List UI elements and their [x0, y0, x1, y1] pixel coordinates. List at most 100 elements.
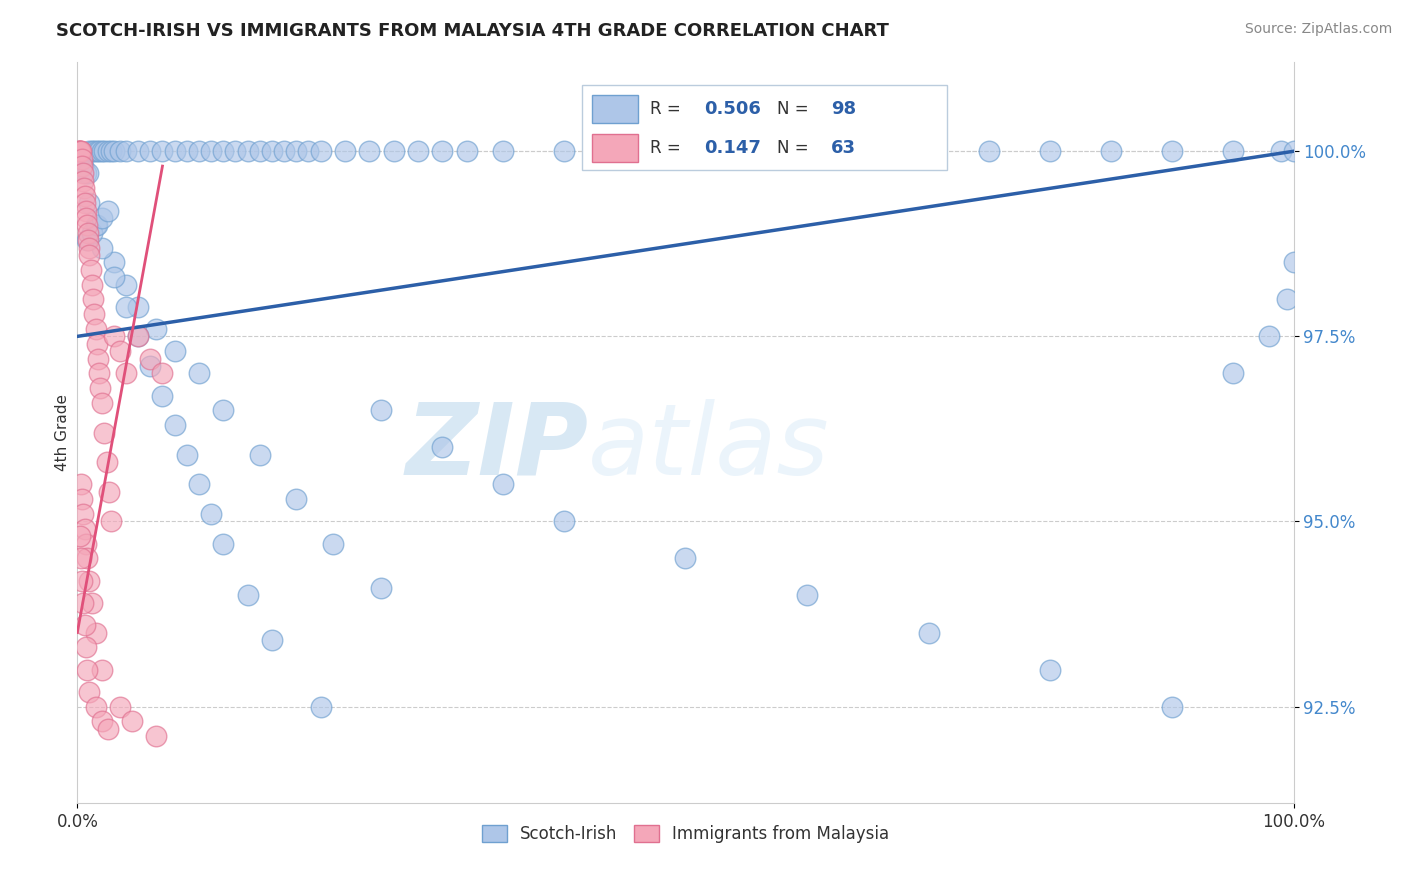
Point — [1258, 329, 1281, 343]
Point — [75, 196, 97, 211]
Point — [115, 277, 138, 292]
Point — [93, 145, 115, 159]
Point — [260, 632, 283, 647]
Point — [108, 145, 131, 159]
Point — [103, 255, 125, 269]
Point — [979, 145, 1001, 159]
Point — [73, 181, 96, 195]
Y-axis label: 4th Grade: 4th Grade — [55, 394, 70, 471]
Point — [93, 425, 115, 440]
Point — [285, 145, 308, 159]
Point — [84, 322, 107, 336]
Point — [87, 351, 110, 366]
Text: 0.147: 0.147 — [703, 139, 761, 157]
Point — [77, 241, 100, 255]
Point — [77, 233, 100, 247]
Point — [90, 241, 112, 255]
Point — [72, 507, 94, 521]
Point — [188, 367, 211, 381]
Point — [121, 714, 143, 729]
Point — [79, 685, 101, 699]
Point — [77, 167, 100, 181]
FancyBboxPatch shape — [582, 85, 946, 169]
Point — [163, 145, 186, 159]
Point — [492, 477, 515, 491]
Point — [918, 145, 941, 159]
Point — [97, 145, 120, 159]
Point — [115, 300, 138, 314]
Point — [89, 145, 111, 159]
Point — [492, 145, 515, 159]
Point — [72, 167, 94, 181]
Point — [73, 522, 96, 536]
Point — [86, 336, 108, 351]
Point — [1161, 699, 1184, 714]
Point — [188, 145, 211, 159]
Point — [370, 403, 392, 417]
Point — [70, 492, 93, 507]
Point — [127, 329, 149, 343]
Point — [67, 145, 90, 159]
Point — [75, 640, 97, 655]
Point — [76, 551, 98, 566]
Point — [370, 581, 392, 595]
Point — [236, 589, 259, 603]
Point — [430, 145, 453, 159]
Point — [84, 219, 107, 233]
Point — [79, 248, 101, 262]
Point — [675, 145, 697, 159]
Point — [69, 145, 91, 159]
Point — [67, 145, 90, 159]
Point — [249, 448, 271, 462]
Point — [115, 145, 138, 159]
Point — [322, 536, 344, 550]
Point — [75, 211, 97, 225]
Text: N =: N = — [776, 100, 814, 118]
Point — [796, 145, 818, 159]
Point — [1270, 145, 1292, 159]
Point — [80, 262, 103, 277]
Point — [1099, 145, 1122, 159]
Text: N =: N = — [776, 139, 814, 157]
Point — [70, 159, 93, 173]
Point — [89, 381, 111, 395]
Point — [72, 159, 94, 173]
Point — [309, 145, 332, 159]
Point — [97, 484, 120, 499]
Point — [69, 145, 91, 159]
Point — [145, 322, 167, 336]
Point — [70, 152, 93, 166]
Point — [1222, 145, 1244, 159]
Point — [103, 270, 125, 285]
Text: atlas: atlas — [588, 399, 830, 496]
Point — [212, 145, 235, 159]
Point — [80, 145, 103, 159]
Point — [236, 145, 259, 159]
Text: R =: R = — [650, 139, 692, 157]
Point — [918, 625, 941, 640]
Point — [86, 219, 108, 233]
Point — [176, 145, 198, 159]
Point — [152, 389, 174, 403]
Point — [97, 722, 120, 736]
Point — [69, 529, 91, 543]
Point — [100, 145, 122, 159]
Point — [127, 329, 149, 343]
Point — [127, 300, 149, 314]
Point — [273, 145, 295, 159]
Point — [1039, 145, 1062, 159]
Point — [70, 145, 93, 159]
Point — [79, 196, 101, 211]
Point — [297, 145, 319, 159]
Point — [90, 396, 112, 410]
Point — [76, 233, 98, 247]
Point — [90, 714, 112, 729]
Point — [406, 145, 429, 159]
Point — [249, 145, 271, 159]
Point — [75, 167, 97, 181]
Point — [127, 145, 149, 159]
Point — [212, 403, 235, 417]
Point — [1222, 367, 1244, 381]
Point — [108, 344, 131, 359]
Point — [613, 145, 636, 159]
